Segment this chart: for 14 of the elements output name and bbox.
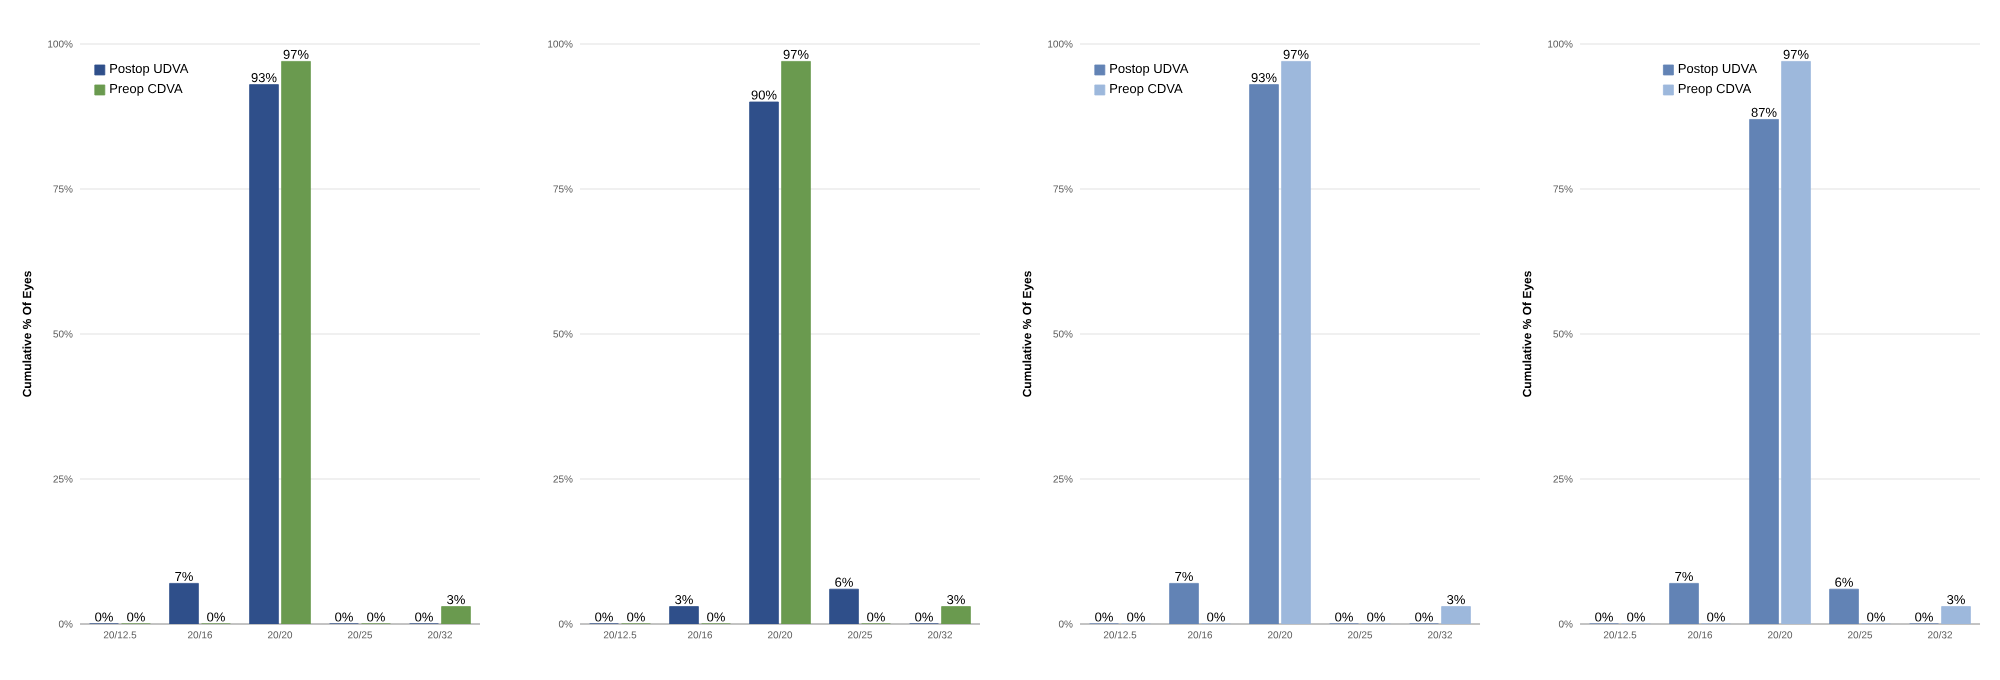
bar bbox=[1281, 60, 1311, 624]
bar bbox=[1669, 583, 1699, 624]
bar bbox=[441, 606, 471, 624]
bar bbox=[781, 60, 811, 624]
bar bbox=[1941, 606, 1971, 624]
bar bbox=[669, 606, 699, 624]
bar bbox=[829, 588, 859, 624]
bar bbox=[281, 60, 311, 624]
bar bbox=[1749, 118, 1779, 624]
bar bbox=[941, 606, 971, 624]
bar bbox=[1829, 588, 1859, 624]
bar bbox=[1781, 60, 1811, 624]
bar bbox=[749, 101, 779, 624]
bar bbox=[1441, 606, 1471, 624]
